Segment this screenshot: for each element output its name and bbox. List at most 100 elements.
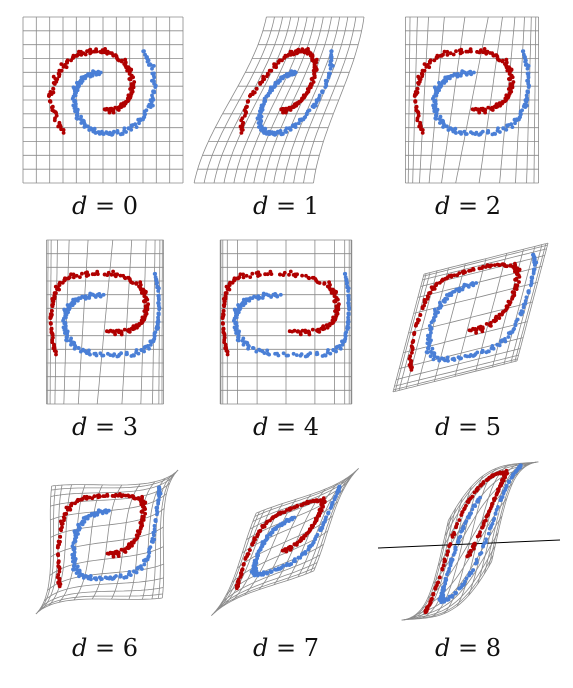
point-class-blue (436, 310, 440, 314)
point-class-red (495, 491, 499, 495)
point-class-red (287, 273, 291, 277)
point-class-red (135, 281, 139, 285)
point-class-blue (503, 337, 507, 341)
point-class-blue (81, 523, 85, 527)
point-class-red (424, 610, 428, 614)
point-class-red (107, 271, 111, 275)
point-class-red (91, 272, 95, 276)
point-class-blue (280, 75, 284, 79)
point-class-blue (465, 577, 469, 581)
point-class-red (76, 53, 80, 57)
point-class-blue (284, 130, 288, 134)
panel-d1 (194, 17, 364, 183)
point-class-red (512, 291, 516, 295)
point-class-red (112, 552, 116, 556)
point-class-red (117, 551, 121, 555)
point-class-red (433, 59, 437, 63)
point-class-red (326, 285, 330, 289)
point-class-red (272, 65, 276, 69)
point-class-blue (154, 518, 158, 522)
point-class-red (486, 263, 490, 267)
point-class-red (289, 545, 293, 549)
point-class-blue (157, 301, 161, 305)
point-class-blue (465, 132, 469, 136)
point-class-red (51, 105, 55, 109)
point-class-red (95, 270, 99, 274)
point-class-red (514, 278, 518, 282)
point-class-red (478, 267, 482, 271)
point-class-blue (320, 526, 324, 530)
point-class-red (411, 346, 415, 350)
point-class-red (269, 270, 273, 274)
scatter-points (47, 47, 158, 137)
point-class-red (322, 496, 326, 500)
panel-d5 (393, 243, 548, 392)
point-class-blue (511, 330, 515, 334)
point-class-red (500, 478, 504, 482)
point-class-blue (486, 129, 490, 133)
point-class-blue (531, 253, 535, 257)
point-class-blue (451, 558, 455, 562)
point-class-blue (137, 352, 141, 356)
point-class-red (483, 108, 487, 112)
point-class-red (51, 332, 55, 336)
point-class-red (471, 267, 475, 271)
point-class-red (80, 272, 84, 276)
point-class-blue (77, 85, 81, 89)
point-class-red (478, 534, 482, 538)
point-class-blue (316, 533, 320, 537)
label-d6: d = 6 (15, 634, 195, 662)
point-class-red (469, 47, 473, 51)
point-class-blue (461, 527, 465, 531)
point-class-red (140, 515, 144, 519)
point-class-red (304, 534, 308, 538)
point-class-blue (119, 573, 123, 577)
point-class-blue (347, 326, 351, 330)
grid-line-horizontal (36, 598, 162, 614)
point-class-red (137, 496, 141, 500)
point-class-blue (343, 272, 347, 276)
point-class-blue (475, 351, 479, 355)
point-class-blue (446, 75, 450, 79)
point-class-blue (486, 349, 490, 353)
point-class-red (323, 281, 327, 285)
grid-line-horizontal (41, 588, 163, 608)
point-class-blue (324, 515, 328, 519)
warped-grid (23, 17, 183, 183)
point-class-blue (527, 289, 531, 293)
point-class-blue (426, 347, 430, 351)
point-class-blue (153, 272, 157, 276)
point-class-blue (153, 524, 157, 528)
grid-line-vertical (162, 470, 178, 598)
label-d2: d = 2 (378, 192, 558, 220)
point-class-red (497, 263, 501, 267)
warped-grid (393, 243, 548, 392)
point-class-red (411, 340, 415, 344)
point-class-red (321, 324, 325, 328)
label-d1: d = 1 (196, 192, 376, 220)
point-class-red (445, 553, 449, 557)
warped-grid (405, 17, 538, 183)
point-class-blue (430, 321, 434, 325)
point-class-red (68, 275, 72, 279)
point-class-red (311, 524, 315, 528)
point-class-red (459, 52, 463, 56)
point-class-red (481, 325, 485, 329)
point-class-red (416, 110, 420, 114)
point-class-red (421, 307, 425, 311)
point-class-red (278, 58, 282, 62)
point-class-red (508, 77, 512, 81)
point-class-red (226, 353, 230, 357)
point-class-blue (472, 504, 476, 508)
point-class-red (109, 329, 113, 333)
point-class-red (440, 568, 444, 572)
point-class-blue (141, 49, 145, 53)
point-class-red (497, 316, 501, 320)
point-class-blue (117, 354, 121, 358)
point-class-blue (442, 589, 446, 593)
point-class-blue (453, 551, 457, 555)
point-class-blue (447, 292, 451, 296)
point-class-red (455, 522, 459, 526)
point-class-blue (156, 326, 160, 330)
